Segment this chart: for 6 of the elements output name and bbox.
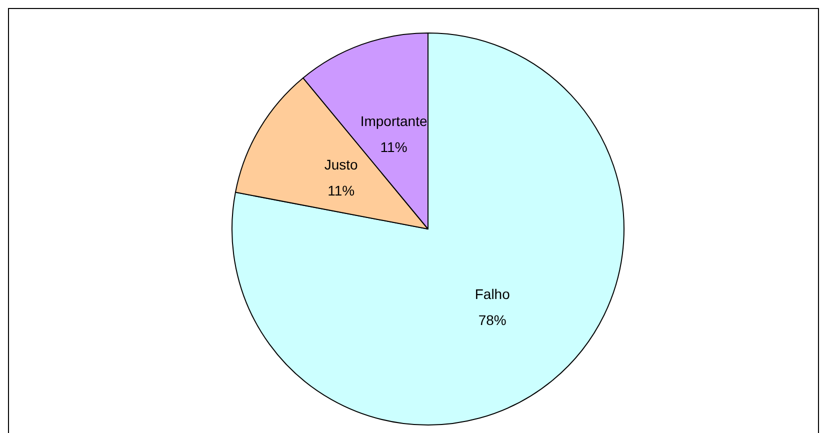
- data-label: 11%: [328, 182, 355, 199]
- data-label: 11%: [380, 138, 408, 155]
- slice-label: Importante: [360, 112, 428, 129]
- slice-label: Falho: [474, 286, 510, 302]
- slice-label: Justo: [324, 156, 358, 173]
- data-label: 78%: [478, 312, 506, 328]
